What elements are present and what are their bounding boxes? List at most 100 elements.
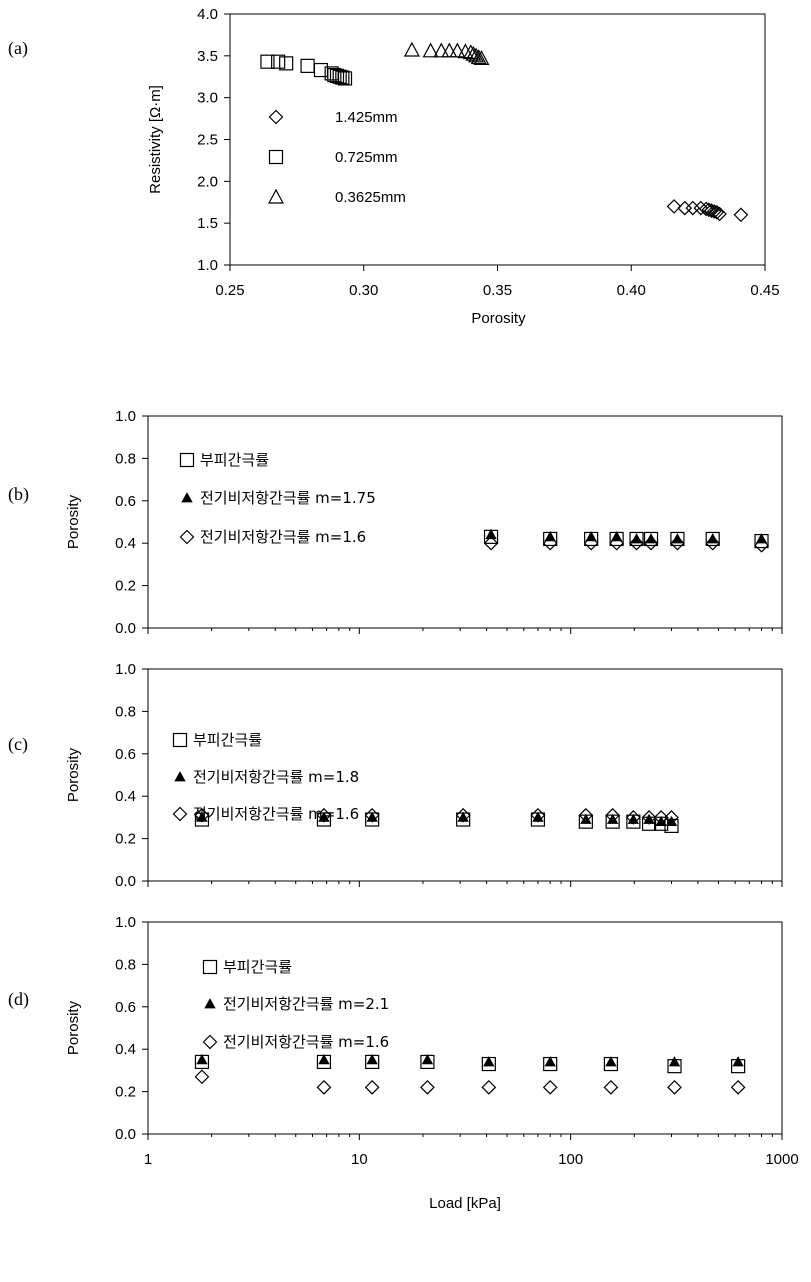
- legend-label: 전기비저항간극률 m=1.8: [193, 768, 359, 786]
- x-tick-label: 0.45: [750, 282, 779, 299]
- data-point: [457, 811, 469, 822]
- data-point: [605, 1056, 617, 1067]
- data-point: [483, 535, 499, 551]
- y-tick-label: 4.0: [197, 6, 218, 23]
- y-tick-label: 0.8: [115, 703, 136, 720]
- data-point: [704, 203, 719, 218]
- data-point: [685, 200, 701, 216]
- data-point: [403, 41, 420, 57]
- series-2: [194, 1069, 746, 1095]
- y-tick-label: 0.8: [115, 450, 136, 467]
- x-axis-title: Load [kPa]: [429, 1195, 501, 1212]
- y-tick-label: 0.2: [115, 1084, 136, 1101]
- data-point: [366, 811, 378, 822]
- y-tick-label: 2.5: [197, 132, 218, 149]
- data-point: [580, 813, 592, 824]
- series-0: [194, 1054, 746, 1074]
- data-point: [329, 68, 345, 84]
- plot-frame: [229, 13, 766, 266]
- plot-frame: [147, 921, 783, 1135]
- x-tick-label: 0.40: [617, 282, 646, 299]
- y-tick-label: 1.0: [115, 914, 136, 931]
- data-point: [470, 49, 487, 65]
- data-point: [316, 1080, 332, 1095]
- x-tick-label: 0.30: [349, 282, 378, 299]
- data-point: [473, 50, 490, 65]
- data-point: [712, 206, 727, 222]
- data-point: [318, 1053, 330, 1065]
- y-tick-label: 0.8: [115, 956, 136, 973]
- y-tick-label: 0.0: [115, 620, 136, 637]
- legend-label: 전기비저항간극률 m=1.6: [200, 528, 366, 546]
- data-point: [645, 533, 657, 544]
- y-tick-label: 0.0: [115, 873, 136, 890]
- y-tick-label: 0.4: [115, 788, 136, 805]
- series-1: [485, 528, 768, 544]
- chart-b: (b) 0.0 0.2 0.4 0.6 0.8 1.0 Porosity 부피간극률전기비저항간…: [8, 408, 783, 637]
- x-axis-title: Porosity: [471, 310, 526, 327]
- data-point: [630, 533, 643, 544]
- chart-d: (d) 0.0 0.2 0.4 0.6 0.8 1.0 1 10 100 1000 Load [kPa…: [8, 914, 799, 1212]
- y-tick-label: 0.4: [115, 1041, 136, 1058]
- data-point: [544, 1056, 556, 1067]
- data-point: [670, 531, 685, 547]
- data-point: [532, 811, 544, 822]
- data-point: [194, 1069, 210, 1085]
- data-point: [420, 1080, 435, 1095]
- x-tick-label: 100: [558, 1151, 583, 1168]
- data-point: [335, 70, 350, 85]
- data-point: [457, 43, 474, 59]
- panel-label: (c): [8, 734, 28, 755]
- data-point: [665, 815, 678, 827]
- y-axis-title: Porosity: [65, 747, 82, 802]
- data-point: [655, 815, 667, 827]
- data-point: [755, 533, 768, 544]
- panel-label: (a): [8, 38, 28, 59]
- data-point: [730, 1080, 746, 1095]
- data-point: [421, 1053, 434, 1065]
- data-point: [327, 67, 342, 83]
- series-1: [196, 811, 678, 827]
- data-point: [677, 200, 693, 216]
- data-point: [732, 1056, 744, 1067]
- legend-label: 부피간극률: [223, 958, 292, 976]
- data-point: [671, 533, 684, 544]
- legend-marker: [202, 1034, 218, 1050]
- data-point: [643, 813, 655, 824]
- y-tick-label: 1.0: [115, 408, 136, 425]
- y-axis-title: Porosity: [65, 494, 82, 549]
- y-tick-label: 0.6: [115, 493, 136, 510]
- data-point: [196, 1053, 208, 1065]
- legend-marker: [204, 998, 216, 1009]
- data-point: [627, 813, 640, 824]
- legend-label: 0.725mm: [335, 149, 398, 166]
- legend-marker: [202, 959, 218, 975]
- legend-label: 부피간극률: [193, 731, 262, 749]
- legend-marker: [181, 492, 193, 503]
- data-point: [606, 813, 619, 824]
- data-point: [707, 533, 719, 544]
- legend-marker: [267, 188, 285, 204]
- data-point: [366, 1053, 378, 1065]
- data-point: [705, 531, 720, 547]
- y-tick-label: 0.2: [115, 578, 136, 595]
- data-point: [422, 42, 439, 58]
- legend-label: 부피간극률: [200, 451, 269, 469]
- x-tick-label: 10: [351, 1151, 368, 1168]
- series-0: [194, 812, 679, 833]
- data-point: [693, 200, 709, 216]
- data-point: [481, 1080, 497, 1095]
- legend-marker: [268, 109, 284, 125]
- legend-marker: [172, 732, 188, 748]
- series-2: [403, 41, 490, 65]
- data-point: [318, 811, 330, 822]
- data-point: [629, 531, 644, 547]
- data-point: [603, 1080, 619, 1095]
- data-point: [709, 204, 725, 220]
- data-point: [485, 528, 497, 540]
- data-point: [666, 199, 682, 214]
